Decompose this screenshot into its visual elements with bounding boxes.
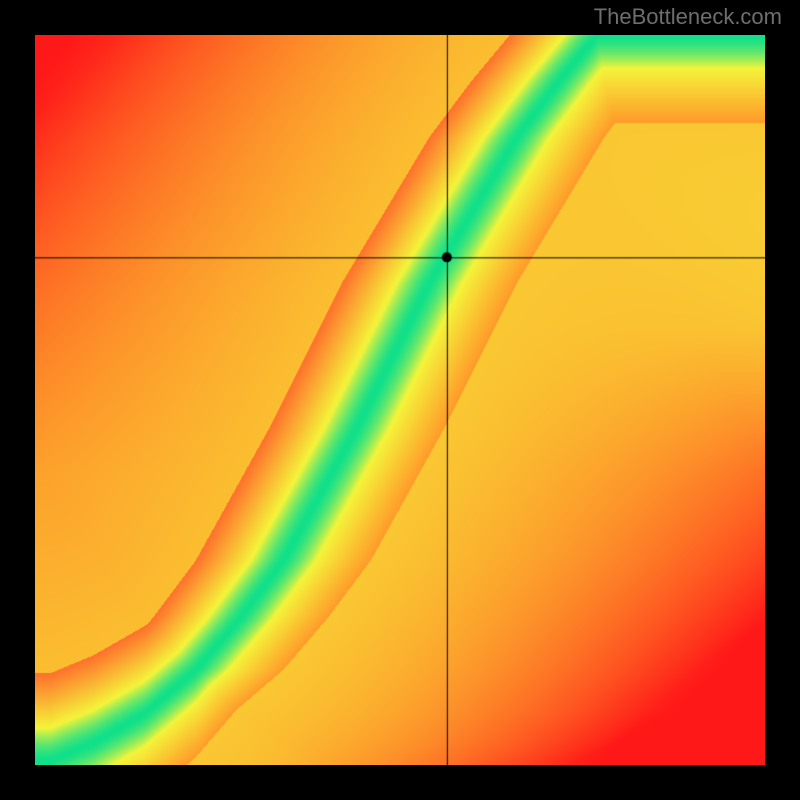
- chart-container: TheBottleneck.com: [0, 0, 800, 800]
- heatmap-plot: [35, 35, 765, 765]
- heatmap-canvas: [35, 35, 765, 765]
- attribution-text: TheBottleneck.com: [594, 4, 782, 30]
